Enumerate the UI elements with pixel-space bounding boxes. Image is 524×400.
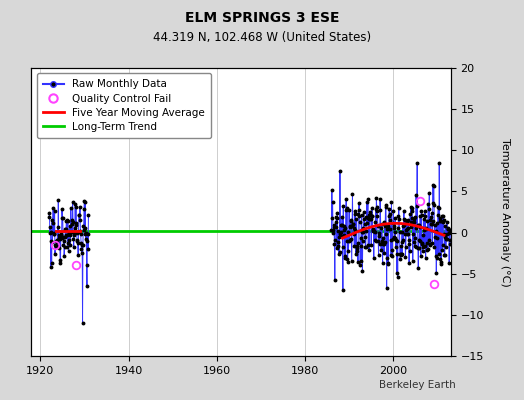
Text: ELM SPRINGS 3 ESE: ELM SPRINGS 3 ESE: [185, 11, 339, 25]
Text: 44.319 N, 102.468 W (United States): 44.319 N, 102.468 W (United States): [153, 32, 371, 44]
Legend: Raw Monthly Data, Quality Control Fail, Five Year Moving Average, Long-Term Tren: Raw Monthly Data, Quality Control Fail, …: [37, 73, 211, 138]
Y-axis label: Temperature Anomaly (°C): Temperature Anomaly (°C): [500, 138, 510, 286]
Text: Berkeley Earth: Berkeley Earth: [379, 380, 456, 390]
